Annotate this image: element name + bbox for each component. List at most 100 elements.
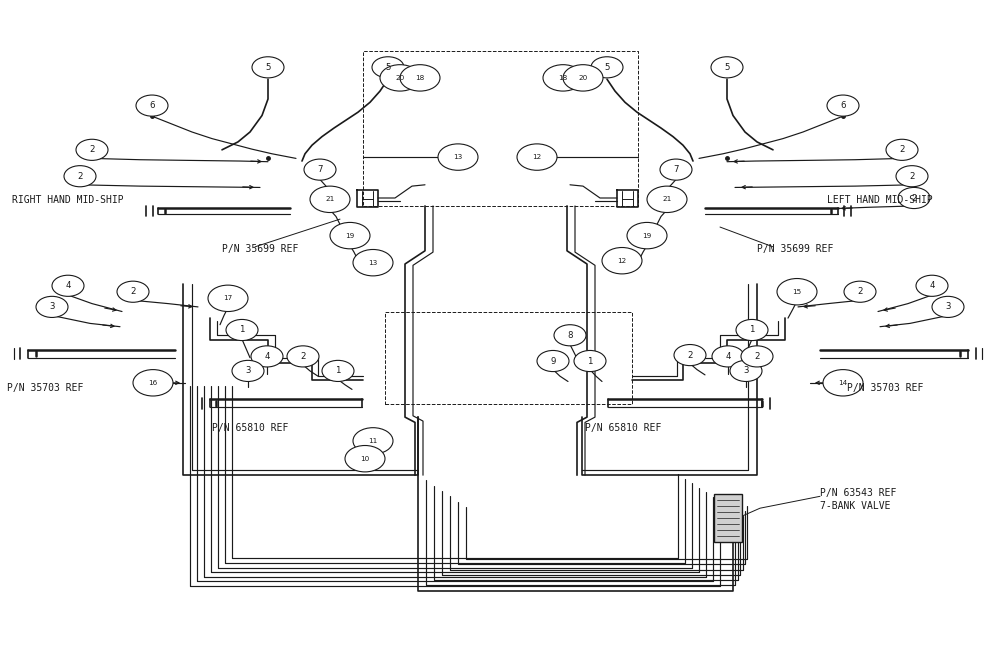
Circle shape [310, 186, 350, 213]
Text: 3: 3 [743, 366, 749, 376]
Text: P/N 35703 REF: P/N 35703 REF [7, 383, 83, 393]
Text: 7: 7 [673, 165, 679, 174]
Circle shape [777, 279, 817, 305]
Circle shape [133, 370, 173, 396]
Circle shape [916, 275, 948, 296]
Text: 3: 3 [49, 302, 55, 312]
Text: 4: 4 [65, 281, 71, 290]
Circle shape [932, 296, 964, 317]
Text: 7-BANK VALVE: 7-BANK VALVE [820, 501, 891, 512]
Text: 3: 3 [245, 366, 251, 376]
Text: 21: 21 [662, 196, 672, 203]
Circle shape [741, 346, 773, 367]
Circle shape [252, 57, 284, 78]
Circle shape [322, 360, 354, 381]
Text: 12: 12 [617, 257, 627, 264]
Text: 3: 3 [945, 302, 951, 312]
Circle shape [574, 350, 606, 372]
Text: 2: 2 [89, 145, 95, 154]
Text: 2: 2 [857, 287, 863, 296]
Text: 14: 14 [838, 379, 848, 386]
Circle shape [438, 144, 478, 170]
Text: 2: 2 [754, 352, 760, 361]
Text: 4: 4 [264, 352, 270, 361]
Text: 2: 2 [909, 172, 915, 181]
Text: 1: 1 [239, 325, 245, 335]
Circle shape [287, 346, 319, 367]
Circle shape [823, 370, 863, 396]
Text: 6: 6 [149, 101, 155, 110]
Text: 21: 21 [325, 196, 335, 203]
Circle shape [372, 57, 404, 78]
Circle shape [226, 319, 258, 341]
Text: LEFT HAND MID-SHIP: LEFT HAND MID-SHIP [827, 195, 933, 205]
Circle shape [674, 345, 706, 366]
Circle shape [711, 57, 743, 78]
Text: 5: 5 [385, 63, 391, 72]
Text: P/N 35699 REF: P/N 35699 REF [222, 244, 298, 255]
Text: 2: 2 [77, 172, 83, 181]
Circle shape [827, 95, 859, 116]
Circle shape [117, 281, 149, 302]
Circle shape [330, 222, 370, 249]
Circle shape [400, 65, 440, 91]
Text: 1: 1 [587, 356, 593, 366]
Text: 10: 10 [360, 455, 370, 462]
Text: 16: 16 [148, 379, 158, 386]
Text: P/N 35703 REF: P/N 35703 REF [847, 383, 923, 393]
Text: 19: 19 [642, 232, 652, 239]
Circle shape [232, 360, 264, 381]
Text: 8: 8 [567, 331, 573, 340]
Text: 11: 11 [368, 438, 378, 444]
Circle shape [898, 187, 930, 209]
Circle shape [64, 166, 96, 187]
Text: 2: 2 [130, 287, 136, 296]
Circle shape [543, 65, 583, 91]
Text: 1: 1 [749, 325, 755, 335]
Text: 18: 18 [558, 75, 568, 81]
Circle shape [730, 360, 762, 381]
Text: RIGHT HAND MID-SHIP: RIGHT HAND MID-SHIP [12, 195, 124, 205]
Text: 15: 15 [792, 288, 802, 295]
Text: 5: 5 [604, 63, 610, 72]
Circle shape [647, 186, 687, 213]
Text: 4: 4 [725, 352, 731, 361]
Text: 19: 19 [345, 232, 355, 239]
Text: 5: 5 [265, 63, 271, 72]
Text: 13: 13 [453, 154, 463, 160]
Circle shape [136, 95, 168, 116]
Circle shape [537, 350, 569, 372]
Text: 6: 6 [840, 101, 846, 110]
Text: 2: 2 [911, 193, 917, 203]
Circle shape [886, 139, 918, 160]
Circle shape [627, 222, 667, 249]
Circle shape [517, 144, 557, 170]
Text: 12: 12 [532, 154, 542, 160]
Text: P/N 63543 REF: P/N 63543 REF [820, 488, 896, 498]
Text: 2: 2 [687, 350, 693, 360]
Bar [714, 494, 742, 542]
Text: 7: 7 [317, 165, 323, 174]
Circle shape [52, 275, 84, 296]
Text: 2: 2 [300, 352, 306, 361]
Circle shape [563, 65, 603, 91]
Circle shape [208, 285, 248, 312]
Circle shape [353, 428, 393, 454]
Circle shape [36, 296, 68, 317]
Circle shape [251, 346, 283, 367]
Text: P/N 65810 REF: P/N 65810 REF [212, 422, 288, 433]
Circle shape [380, 65, 420, 91]
Circle shape [353, 249, 393, 276]
Circle shape [591, 57, 623, 78]
Circle shape [304, 159, 336, 180]
Circle shape [712, 346, 744, 367]
Circle shape [554, 325, 586, 346]
Circle shape [660, 159, 692, 180]
Circle shape [896, 166, 928, 187]
Text: 20: 20 [578, 75, 588, 81]
Text: 5: 5 [724, 63, 730, 72]
Circle shape [345, 446, 385, 472]
Text: 17: 17 [223, 295, 233, 302]
Text: P/N 35699 REF: P/N 35699 REF [757, 244, 833, 255]
Circle shape [736, 319, 768, 341]
